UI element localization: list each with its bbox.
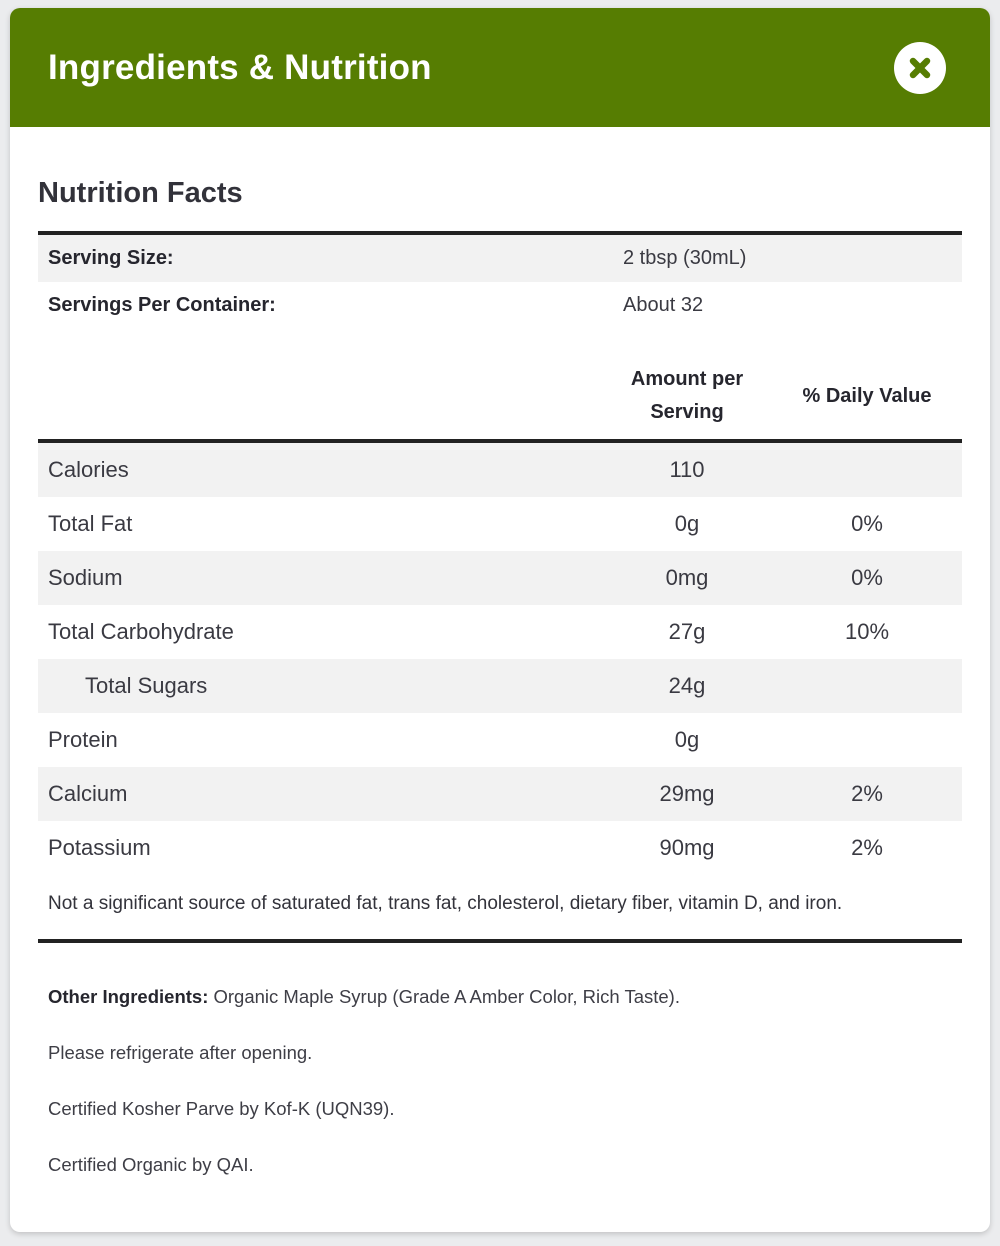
refrigerate-note: Please refrigerate after opening. (48, 1042, 313, 1063)
nutrient-amount: 24g (668, 673, 706, 698)
amount-per-serving-header: Amount per Serving (630, 368, 744, 423)
servings-per-container-value: About 32 (623, 294, 704, 316)
ingredients-nutrition-modal: Ingredients & Nutrition Nutrition Facts … (10, 8, 990, 1232)
nutrient-amount: 110 (669, 457, 705, 482)
nutrient-label: Calcium (48, 781, 128, 806)
nutrient-label: Total Fat (48, 511, 133, 536)
close-button[interactable] (894, 41, 946, 94)
nutrient-amount: 90mg (659, 835, 715, 860)
nutrient-amount: 0g (674, 727, 700, 752)
nutrient-dv: 2% (851, 835, 883, 860)
organic-note: Certified Organic by QAI. (48, 1154, 254, 1175)
close-icon (909, 57, 931, 78)
nutrient-table: Calories 110 Total Fat 0g 0% Sodium 0mg … (38, 443, 962, 875)
nutrient-amount: 0mg (665, 565, 709, 590)
modal-header: Ingredients & Nutrition (10, 8, 990, 127)
table-row-total-carbohydrate: Total Carbohydrate 27g 10% (38, 605, 962, 659)
serving-size-label: Serving Size: (48, 247, 174, 269)
nutrient-amount: 29mg (659, 781, 715, 806)
nutrient-label: Sodium (48, 565, 123, 590)
nutrition-facts-heading: Nutrition Facts (38, 177, 243, 209)
modal-title: Ingredients & Nutrition (48, 47, 432, 87)
divider-bottom (38, 939, 962, 943)
servings-per-container-row: Servings Per Container: About 32 (38, 282, 962, 329)
table-row-calories: Calories 110 (38, 443, 962, 497)
serving-info: Serving Size: 2 tbsp (30mL) Servings Per… (38, 235, 962, 329)
divider-top (38, 231, 962, 235)
nutrient-label: Calories (48, 457, 129, 482)
daily-value-header: % Daily Value (802, 384, 932, 407)
nutrient-amount: 27g (668, 619, 706, 644)
other-ingredients-value: Organic Maple Syrup (Grade A Amber Color… (208, 986, 680, 1007)
nutrient-dv: 0% (851, 565, 883, 590)
nutrient-label: Potassium (48, 835, 151, 860)
modal-body: Nutrition Facts Serving Size: 2 tbsp (30… (10, 175, 990, 1176)
ingredients-section: Other Ingredients: Organic Maple Syrup (… (38, 943, 962, 1176)
nutrient-label: Total Carbohydrate (48, 619, 234, 644)
table-row-calcium: Calcium 29mg 2% (38, 767, 962, 821)
kosher-note: Certified Kosher Parve by Kof-K (UQN39). (48, 1098, 395, 1119)
divider-table-top (38, 439, 962, 443)
nutrient-amount: 0g (674, 511, 700, 536)
serving-size-value: 2 tbsp (30mL) (623, 247, 747, 269)
other-ingredients-label: Other Ingredients: (48, 986, 209, 1007)
table-row-total-fat: Total Fat 0g 0% (38, 497, 962, 551)
nutrient-dv: 2% (851, 781, 883, 806)
table-column-headers: Amount per Serving % Daily Value (38, 363, 962, 439)
table-row-potassium: Potassium 90mg 2% (38, 821, 962, 875)
servings-per-container-label: Servings Per Container: (48, 294, 276, 316)
nutrient-dv: 0% (851, 511, 883, 536)
nutrient-label: Protein (48, 727, 118, 752)
table-row-total-sugars: Total Sugars 24g (38, 659, 962, 713)
table-row-sodium: Sodium 0mg 0% (38, 551, 962, 605)
other-ingredients-line: Other Ingredients: Organic Maple Syrup (… (48, 985, 952, 1008)
serving-size-row: Serving Size: 2 tbsp (30mL) (38, 235, 962, 282)
nutrient-label: Total Sugars (85, 673, 208, 698)
nutrient-dv: 10% (844, 619, 890, 644)
table-row-protein: Protein 0g (38, 713, 962, 767)
nutrition-footnote: Not a significant source of saturated fa… (48, 893, 843, 914)
